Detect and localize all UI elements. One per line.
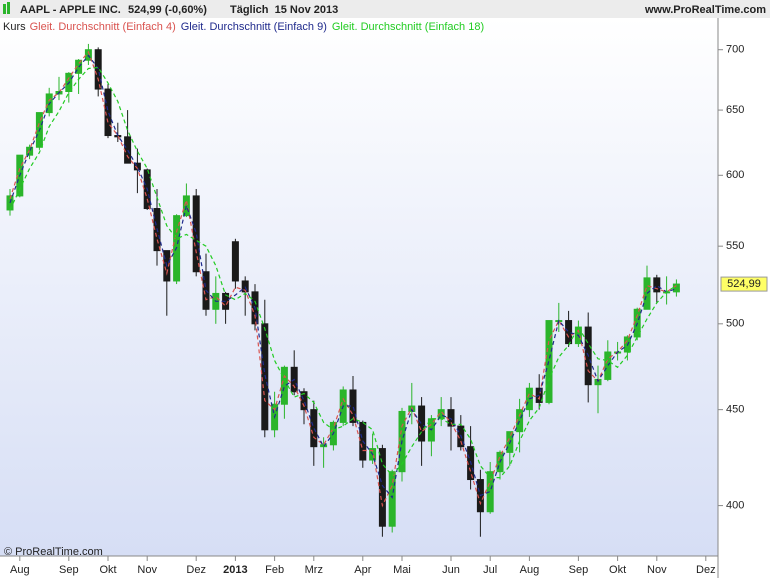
x-tick-label: Feb — [265, 564, 284, 576]
candle-body — [388, 471, 396, 527]
y-tick-label: 600 — [726, 169, 744, 181]
x-tick-label: Apr — [354, 564, 371, 576]
x-tick-label: Dez — [696, 564, 716, 576]
candle-body — [310, 409, 318, 448]
last-value-tag — [720, 276, 768, 292]
x-tick-label: Okt — [99, 564, 116, 576]
moving-average — [9, 50, 677, 508]
x-tick-label: Jun — [442, 564, 460, 576]
footer: © ProRealTime.com — [4, 546, 103, 558]
legend-entry: Gleit. Durchschnitt (Einfach 18) — [332, 21, 484, 33]
candle-body — [447, 409, 455, 427]
x-tick-label: Dez — [186, 564, 206, 576]
title: AAPL - APPLE INC. — [20, 4, 121, 16]
candle-body — [133, 162, 141, 171]
x-tick-label: Sep — [569, 564, 589, 576]
x-tick-label: Nov — [137, 564, 157, 576]
x-tick-label: Sep — [59, 564, 79, 576]
y-tick-label: 500 — [726, 318, 744, 330]
source: www.ProRealTime.com — [644, 4, 766, 16]
legend-entry: Kurs — [3, 21, 26, 33]
legend-entry: Gleit. Durchschnitt (Einfach 4) — [30, 21, 176, 33]
candle-body — [643, 277, 651, 310]
x-tick-label: Mai — [393, 564, 411, 576]
moving-average — [9, 54, 677, 499]
x-tick-label: Aug — [520, 564, 540, 576]
x-tick-label: Aug — [10, 564, 30, 576]
candle-body — [280, 366, 288, 405]
candle-body — [378, 448, 386, 527]
candle-body — [104, 88, 112, 137]
x-tick-label: Nov — [647, 564, 667, 576]
y-tick-label: 400 — [726, 500, 744, 512]
candle-body — [192, 195, 200, 273]
candle-body — [418, 405, 426, 442]
y-tick-label: 650 — [726, 104, 744, 116]
candle-body — [565, 320, 573, 345]
y-tick-label: 700 — [726, 44, 744, 56]
candle-body — [653, 277, 661, 293]
candle-body — [231, 241, 239, 282]
legend-entry: Gleit. Durchschnitt (Einfach 9) — [181, 21, 327, 33]
header-bar — [0, 0, 770, 18]
candle-body — [672, 283, 680, 293]
last-value-label: 524,99 — [727, 278, 761, 290]
candle-body — [486, 471, 494, 513]
candle-body — [124, 136, 132, 164]
x-tick-label: 2013 — [223, 564, 247, 576]
price-text: 524,99 (-0,60%) — [128, 4, 207, 16]
candle-body — [94, 49, 102, 90]
moving-average — [9, 66, 677, 479]
x-tick-label: Okt — [609, 564, 626, 576]
candle-body — [604, 351, 612, 380]
icon — [3, 4, 6, 14]
x-tick-label: Jul — [483, 564, 497, 576]
x-tick-label: Mrz — [305, 564, 323, 576]
y-tick-label: 550 — [726, 240, 744, 252]
icon — [7, 2, 10, 14]
candle-body — [26, 146, 34, 156]
period-text: Täglich 15 Nov 2013 — [230, 4, 338, 16]
y-tick-label: 450 — [726, 404, 744, 416]
candle-body — [182, 195, 190, 217]
